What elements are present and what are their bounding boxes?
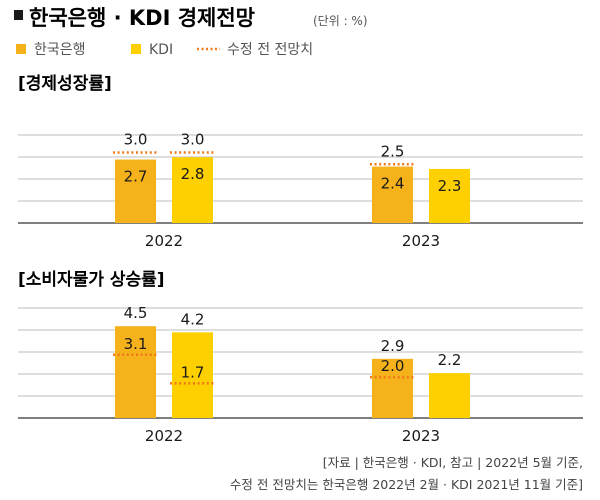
section-title-gdp: [경제성장률]: [18, 74, 112, 94]
prior-forecast-label: 1.7: [181, 363, 205, 381]
bar-value-label: 2.8: [181, 165, 205, 183]
source-note-line2: 수정 전 전망치는 한국은행 2022년 2월 · KDI 2021년 11월 …: [230, 477, 583, 492]
legend-label-kdi: KDI: [149, 42, 173, 58]
category-label-2023: 2023: [402, 232, 440, 250]
prior-forecast-label: 2.5: [381, 142, 405, 160]
legend-swatch-kdi: [131, 44, 141, 54]
bar-kdi-2022: [172, 332, 213, 418]
bar-value-label: 2.9: [381, 337, 405, 355]
gdp-chart: 3.0 2.7 3.0 2.8 2022 2.5 2.4 2.3 2023: [18, 131, 583, 250]
bar-bok-2022: [115, 326, 156, 418]
legend-swatch-bok: [16, 44, 26, 54]
category-label-2022: 2022: [145, 232, 183, 250]
category-label-2022: 2022: [145, 427, 183, 445]
bar-value-label: 2.3: [438, 177, 462, 195]
bar-kdi-2023: [429, 168, 470, 223]
prior-forecast-label: 3.1: [124, 335, 148, 353]
unit-label: (단위 : %): [313, 14, 368, 28]
cpi-chart: 3.1 4.5 1.7 4.2 2022 2.0 2.9 2.2 2023: [18, 304, 583, 445]
title-square-icon: [14, 10, 23, 20]
bar-value-label: 2.4: [381, 175, 405, 193]
prior-forecast-label: 2.0: [381, 357, 405, 375]
bar-value-label: 2.2: [438, 351, 462, 369]
bar-bok-2023: [372, 166, 413, 223]
bar-kdi-2023: [429, 373, 470, 418]
bar-bok-2022: [115, 159, 156, 223]
legend: 한국은행 KDI 수정 전 전망치: [16, 42, 313, 58]
legend-label-bok: 한국은행: [34, 42, 86, 58]
bar-kdi-2022: [172, 157, 213, 223]
category-label-2023: 2023: [402, 427, 440, 445]
legend-label-prior: 수정 전 전망치: [227, 42, 313, 58]
section-title-cpi: [소비자물가 상승률]: [18, 270, 165, 290]
source-note-line1: [자료 | 한국은행 · KDI, 참고 | 2022년 5월 기준,: [323, 455, 583, 470]
bar-value-label: 2.7: [124, 168, 148, 186]
bar-value-label: 4.5: [124, 304, 148, 322]
prior-forecast-label: 3.0: [181, 131, 205, 149]
bar-bok-2023: [372, 358, 413, 418]
prior-forecast-label: 3.0: [124, 131, 148, 149]
bar-value-label: 4.2: [181, 310, 205, 328]
chart-title: 한국은행 · KDI 경제전망: [29, 6, 255, 30]
